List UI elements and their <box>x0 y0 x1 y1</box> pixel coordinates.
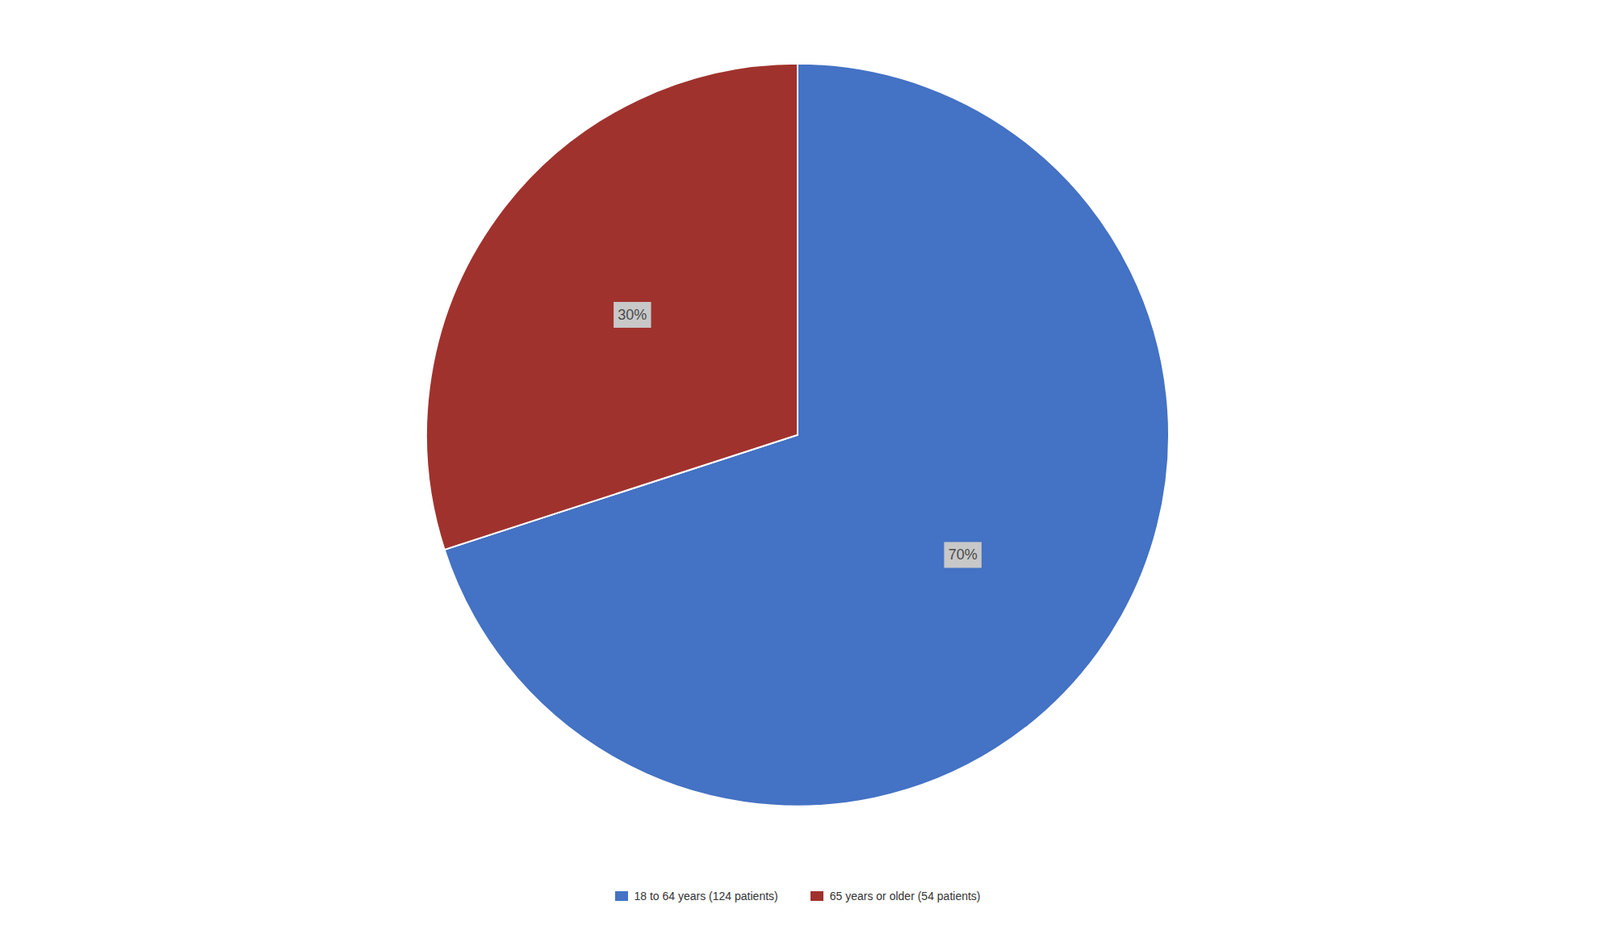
svg-text:70%: 70% <box>948 546 978 563</box>
html-text:65 years or older (54 patients: 65 years or older (54 patients) <box>829 889 981 903</box>
svg-text:30%: 30% <box>617 306 647 323</box>
html-text:18 to 64 years (124 patients): 18 to 64 years (124 patients) <box>634 889 778 903</box>
